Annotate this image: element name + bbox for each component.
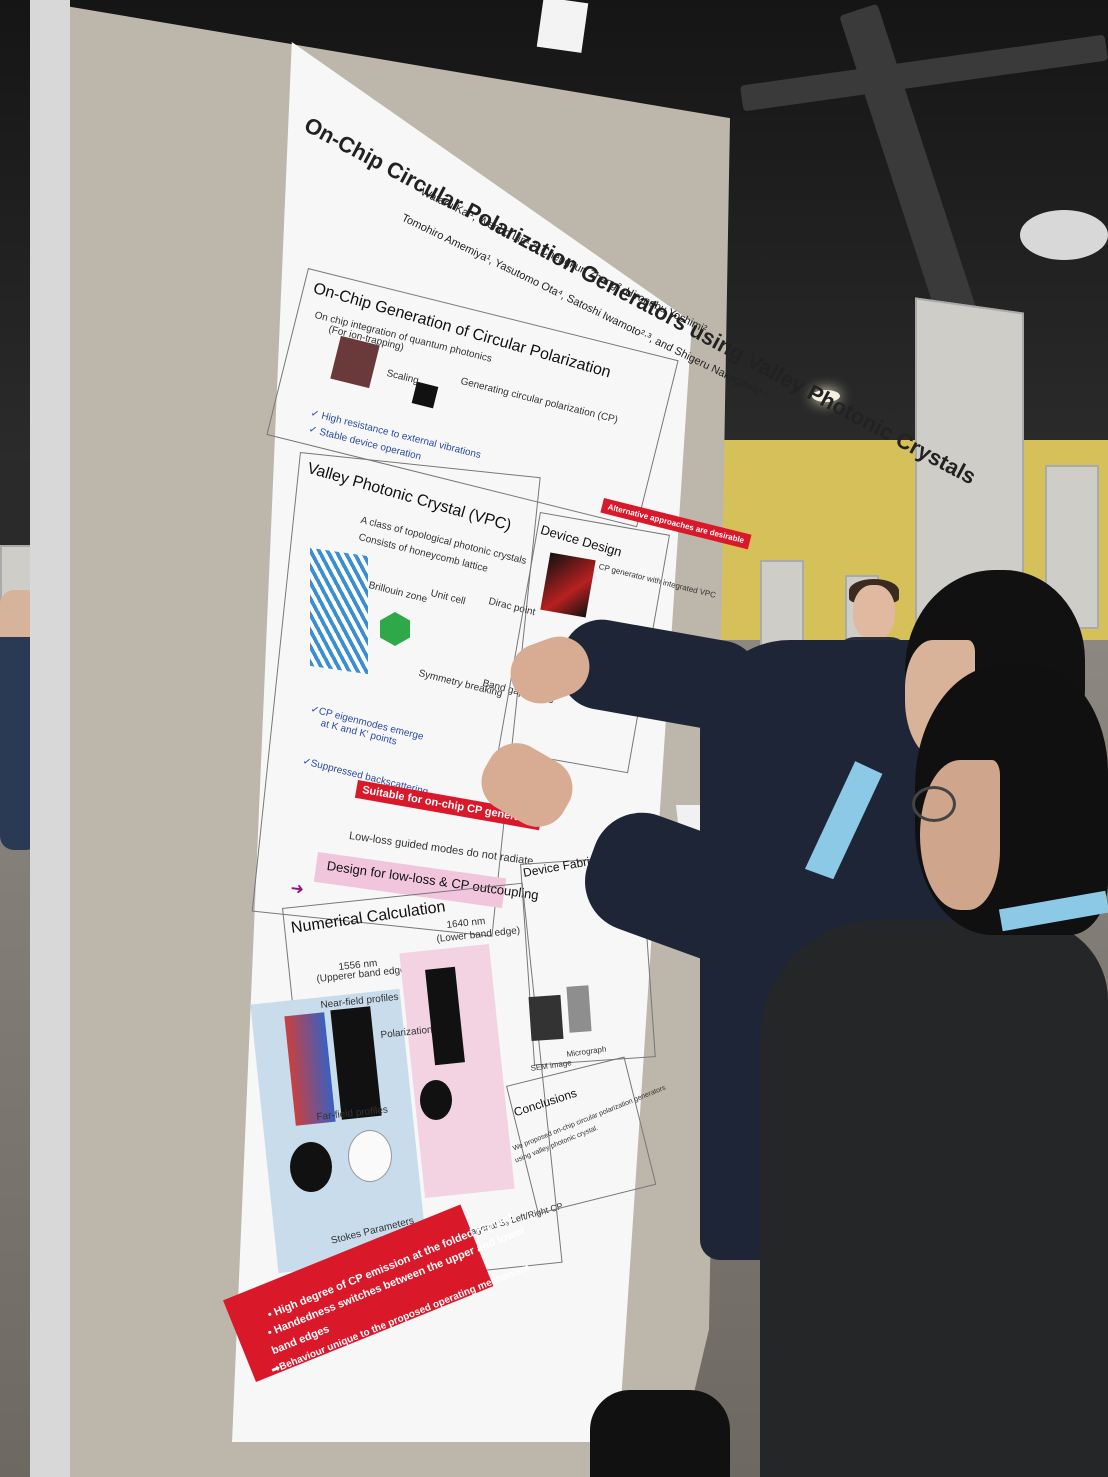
- farfield-image: [290, 1142, 332, 1192]
- ceiling-light: [812, 390, 840, 402]
- sem-image: [528, 994, 564, 1042]
- farfield-image: [420, 1080, 452, 1120]
- farfield-image: [348, 1130, 392, 1182]
- arrow-icon: ➜: [289, 879, 305, 899]
- visitor-face: [920, 760, 1000, 910]
- face: [853, 585, 895, 640]
- ceiling-fixture: [1020, 210, 1108, 260]
- lattice-illustration: [310, 547, 368, 675]
- hexagon-figure: [380, 612, 410, 646]
- glasses: [912, 786, 956, 822]
- poster-board-frame: [30, 0, 70, 1477]
- micrograph-image: [566, 985, 592, 1033]
- backpack: [590, 1390, 730, 1477]
- board-number-card: [536, 0, 589, 53]
- visitor-jacket: [760, 920, 1108, 1477]
